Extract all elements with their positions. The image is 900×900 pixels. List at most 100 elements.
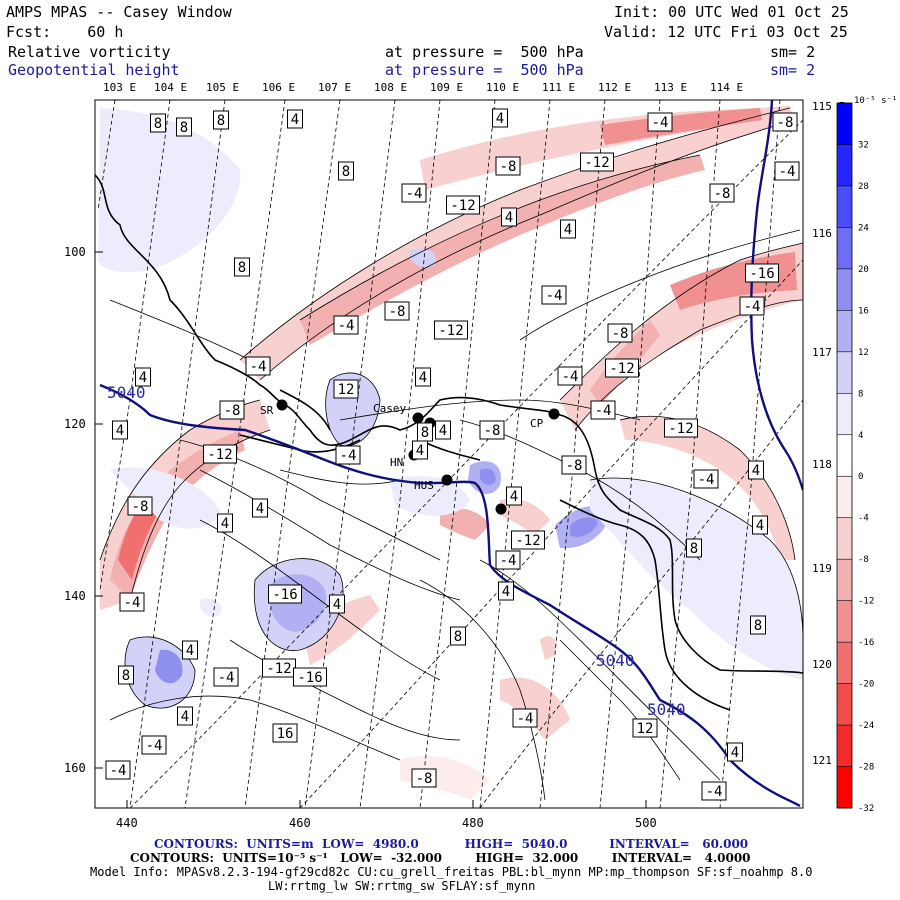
svg-text:4: 4 bbox=[496, 111, 504, 127]
svg-text:-12: -12 bbox=[584, 155, 609, 171]
svg-text:-4: -4 bbox=[340, 448, 357, 464]
colorbar-segment bbox=[837, 351, 852, 394]
svg-text:-8: -8 bbox=[389, 304, 406, 320]
svg-text:-8: -8 bbox=[714, 186, 731, 202]
height-label: 5040 bbox=[647, 700, 686, 719]
colorbar-tick: 32 bbox=[858, 140, 869, 150]
vorticity-label: -4 bbox=[119, 592, 145, 612]
longitude-label: 112 E bbox=[598, 81, 631, 94]
colorbar: 32 28 24 20 16 12 8 4 0 -4 -8 -12 -16 -20 -24 -28 -32 bbox=[836, 102, 874, 814]
vorticity-label: -8 bbox=[772, 112, 798, 132]
vorticity-label: 4 bbox=[560, 219, 576, 239]
field2-smoothing: sm= 2 bbox=[770, 61, 816, 79]
colorbar-tick: 20 bbox=[858, 265, 869, 275]
vorticity-label: 8 bbox=[750, 615, 766, 635]
colorbar-tick: -20 bbox=[858, 680, 874, 690]
svg-text:-16: -16 bbox=[272, 587, 297, 603]
svg-text:-16: -16 bbox=[749, 266, 774, 282]
field2-level: at pressure = 500 hPa bbox=[385, 61, 584, 79]
svg-text:-4: -4 bbox=[250, 359, 267, 375]
svg-text:4: 4 bbox=[505, 210, 513, 226]
svg-text:-4: -4 bbox=[546, 288, 563, 304]
colorbar-tick: 4 bbox=[858, 431, 863, 441]
height-contours bbox=[99, 100, 803, 808]
latitude-label: 120 E bbox=[812, 658, 845, 671]
colorbar-tick: 28 bbox=[858, 182, 869, 192]
vorticity-label: 4 bbox=[252, 498, 268, 518]
field1-level: at pressure = 500 hPa bbox=[385, 43, 584, 61]
svg-text:-4: -4 bbox=[146, 738, 163, 754]
vorticity-label: -16 bbox=[293, 667, 327, 687]
longitude-label: 111 E bbox=[542, 81, 575, 94]
svg-text:4: 4 bbox=[256, 501, 264, 517]
vorticity-label: 8 bbox=[686, 538, 702, 558]
longitude-label: 103 E bbox=[103, 81, 136, 94]
vorticity-label: 8 bbox=[234, 257, 250, 277]
svg-text:-8: -8 bbox=[416, 771, 433, 787]
station-label-hus: HUS bbox=[414, 479, 434, 492]
svg-text:-12: -12 bbox=[515, 533, 540, 549]
forecast-hour: Fcst: 60 h bbox=[6, 23, 124, 41]
vorticity-label: -12 bbox=[203, 444, 237, 464]
vorticity-label: 12 bbox=[333, 379, 359, 399]
x-tick-label: 440 bbox=[116, 816, 138, 830]
svg-text:8: 8 bbox=[238, 260, 246, 276]
vorticity-label: 4 bbox=[492, 108, 508, 128]
longitude-label: 108 E bbox=[374, 81, 407, 94]
svg-text:4: 4 bbox=[416, 443, 424, 459]
vorticity-label: 4 bbox=[498, 581, 514, 601]
latitude-label: 118 E bbox=[812, 458, 845, 471]
svg-text:8: 8 bbox=[217, 113, 225, 129]
footer-height-contours: CONTOURS: UNITS=m LOW= 4980.0 HIGH= 5040… bbox=[154, 837, 749, 851]
vorticity-label: -4 bbox=[245, 356, 271, 376]
height-label: 5040 bbox=[596, 651, 635, 670]
footer-vorticity-contours: CONTOURS: UNITS=10⁻⁵ s⁻¹ LOW= -32.000 HI… bbox=[130, 851, 751, 865]
latitude-label: 115 E bbox=[812, 100, 845, 113]
station-dot-casey-1 bbox=[412, 412, 424, 424]
vorticity-label: 12 bbox=[632, 718, 658, 738]
colorbar-segment bbox=[837, 600, 852, 643]
svg-text:-4: -4 bbox=[744, 299, 761, 315]
vorticity-label: -12 bbox=[511, 530, 545, 550]
vorticity-label: 8 bbox=[213, 110, 229, 130]
vorticity-label: -8 bbox=[411, 768, 437, 788]
y-tick-label: 140 bbox=[64, 589, 86, 603]
svg-text:-12: -12 bbox=[609, 361, 634, 377]
colorbar-segment bbox=[837, 476, 852, 519]
svg-text:-4: -4 bbox=[706, 784, 723, 800]
vorticity-label: 4 bbox=[182, 640, 198, 660]
svg-text:-12: -12 bbox=[438, 323, 463, 339]
x-tick-label: 480 bbox=[462, 816, 484, 830]
vorticity-label: -12 bbox=[262, 658, 296, 678]
station-dot-casey-2 bbox=[424, 417, 436, 429]
station-label-casey: Casey bbox=[373, 402, 406, 415]
svg-text:8: 8 bbox=[754, 618, 762, 634]
height-contour-labels: 5040 5040 5040 bbox=[107, 383, 686, 719]
svg-text:-4: -4 bbox=[218, 670, 235, 686]
vorticity-label: 4 bbox=[748, 460, 764, 480]
vorticity-label: 4 bbox=[412, 440, 428, 460]
vorticity-label: -12 bbox=[434, 320, 468, 340]
y-tick-label: 160 bbox=[64, 761, 86, 775]
svg-text:-8: -8 bbox=[500, 159, 517, 175]
vorticity-label: -8 bbox=[384, 301, 410, 321]
vorticity-label: -4 bbox=[647, 112, 673, 132]
vorticity-label: -4 bbox=[541, 285, 567, 305]
height-label: 5040 bbox=[107, 383, 146, 402]
station-dot-cp bbox=[548, 408, 560, 420]
longitude-label: 104 E bbox=[154, 81, 187, 94]
colorbar-segment bbox=[837, 268, 852, 311]
map-field: SR Casey CP HN HUS 5040 5040 5040 8 8 8 4 48… bbox=[95, 100, 803, 808]
station-dot-south bbox=[495, 503, 507, 515]
vorticity-label: -8 bbox=[479, 420, 505, 440]
svg-text:4: 4 bbox=[510, 489, 518, 505]
svg-text:-4: -4 bbox=[517, 711, 534, 727]
svg-text:12: 12 bbox=[637, 721, 654, 737]
svg-text:4: 4 bbox=[221, 516, 229, 532]
colorbar-segment bbox=[837, 725, 852, 768]
vorticity-label: -4 bbox=[557, 366, 583, 386]
vorticity-label: 16 bbox=[272, 723, 298, 743]
vorticity-label: 4 bbox=[287, 109, 303, 129]
colorbar-tick: 8 bbox=[858, 389, 863, 399]
svg-text:4: 4 bbox=[419, 370, 427, 386]
